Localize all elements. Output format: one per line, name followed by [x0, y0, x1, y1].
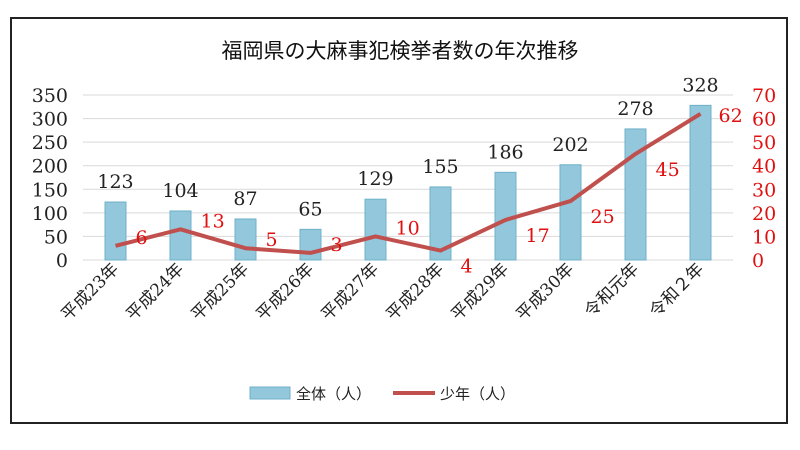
x-axis-tick-label: 平成27年 — [318, 259, 384, 325]
line-data-label: 17 — [526, 225, 550, 247]
line-data-label: 13 — [201, 210, 225, 232]
x-axis-tick-label: 平成28年 — [383, 259, 449, 325]
line-data-label: 45 — [656, 159, 680, 181]
line-data-label: 10 — [396, 217, 420, 239]
bar — [559, 164, 582, 261]
legend: 全体（人） 少年（人） — [249, 385, 515, 403]
line-data-label: 25 — [591, 206, 615, 228]
x-axis-tick-label: 令和２年 — [646, 259, 708, 321]
line-data-label: 5 — [266, 229, 278, 251]
x-axis-tick-label: 平成25年 — [188, 259, 254, 325]
legend-bar-swatch — [249, 386, 291, 400]
right-axis-tick-label: 30 — [752, 179, 776, 201]
bar — [364, 198, 387, 261]
right-axis-tick-label: 60 — [752, 109, 776, 131]
left-axis-tick-label: 200 — [32, 156, 68, 178]
x-axis-tick-label: 平成29年 — [448, 259, 514, 325]
bar-data-label: 87 — [233, 188, 257, 210]
right-axis-tick-label: 20 — [752, 203, 776, 225]
bar-data-label: 328 — [682, 74, 718, 96]
right-axis-tick-label: 70 — [752, 85, 776, 107]
bar — [689, 104, 712, 261]
right-axis-tick-label: 10 — [752, 226, 776, 248]
legend-label-youth: 少年（人） — [440, 385, 515, 403]
left-axis-tick-label: 300 — [32, 109, 68, 131]
left-axis-tick-label: 0 — [56, 250, 68, 272]
legend-label-total: 全体（人） — [296, 385, 371, 403]
x-axis-tick-label: 平成26年 — [253, 259, 319, 325]
line-data-label: 62 — [719, 105, 743, 127]
bar-data-label: 186 — [487, 141, 523, 163]
youth-line — [115, 112, 702, 255]
left-axis-tick-label: 150 — [32, 179, 68, 201]
right-axis-tick-label: 40 — [752, 156, 776, 178]
left-axis-tick-label: 100 — [32, 203, 68, 225]
bar — [234, 218, 257, 261]
bar — [104, 201, 127, 261]
line-data-label: 4 — [461, 256, 473, 278]
line-data-label: 3 — [331, 234, 343, 256]
bar-data-label: 202 — [552, 134, 588, 156]
bar — [299, 228, 322, 261]
left-axis-tick-label: 50 — [44, 226, 68, 248]
left-axis-tick-label: 250 — [32, 132, 68, 154]
line-data-label: 6 — [136, 227, 148, 249]
bar-data-label: 278 — [617, 98, 653, 120]
chart-frame — [10, 17, 788, 424]
bar — [624, 128, 647, 261]
x-axis-tick-label: 平成24年 — [123, 259, 189, 325]
x-axis-tick-label: 令和元年 — [581, 259, 643, 321]
bar-data-label: 123 — [97, 171, 133, 193]
left-axis-tick-label: 350 — [32, 85, 68, 107]
right-axis-tick-label: 0 — [752, 250, 764, 272]
chart-title: 福岡県の大麻事犯検挙者数の年次推移 — [222, 39, 579, 63]
bar — [429, 186, 452, 261]
right-axis-tick-label: 50 — [752, 132, 776, 154]
bar-data-label: 104 — [162, 180, 198, 202]
bar-data-label: 129 — [357, 168, 393, 190]
bar-data-label: 65 — [298, 198, 322, 220]
bar-data-label: 155 — [422, 156, 458, 178]
bar — [169, 210, 192, 261]
x-axis-tick-label: 平成30年 — [513, 259, 579, 325]
